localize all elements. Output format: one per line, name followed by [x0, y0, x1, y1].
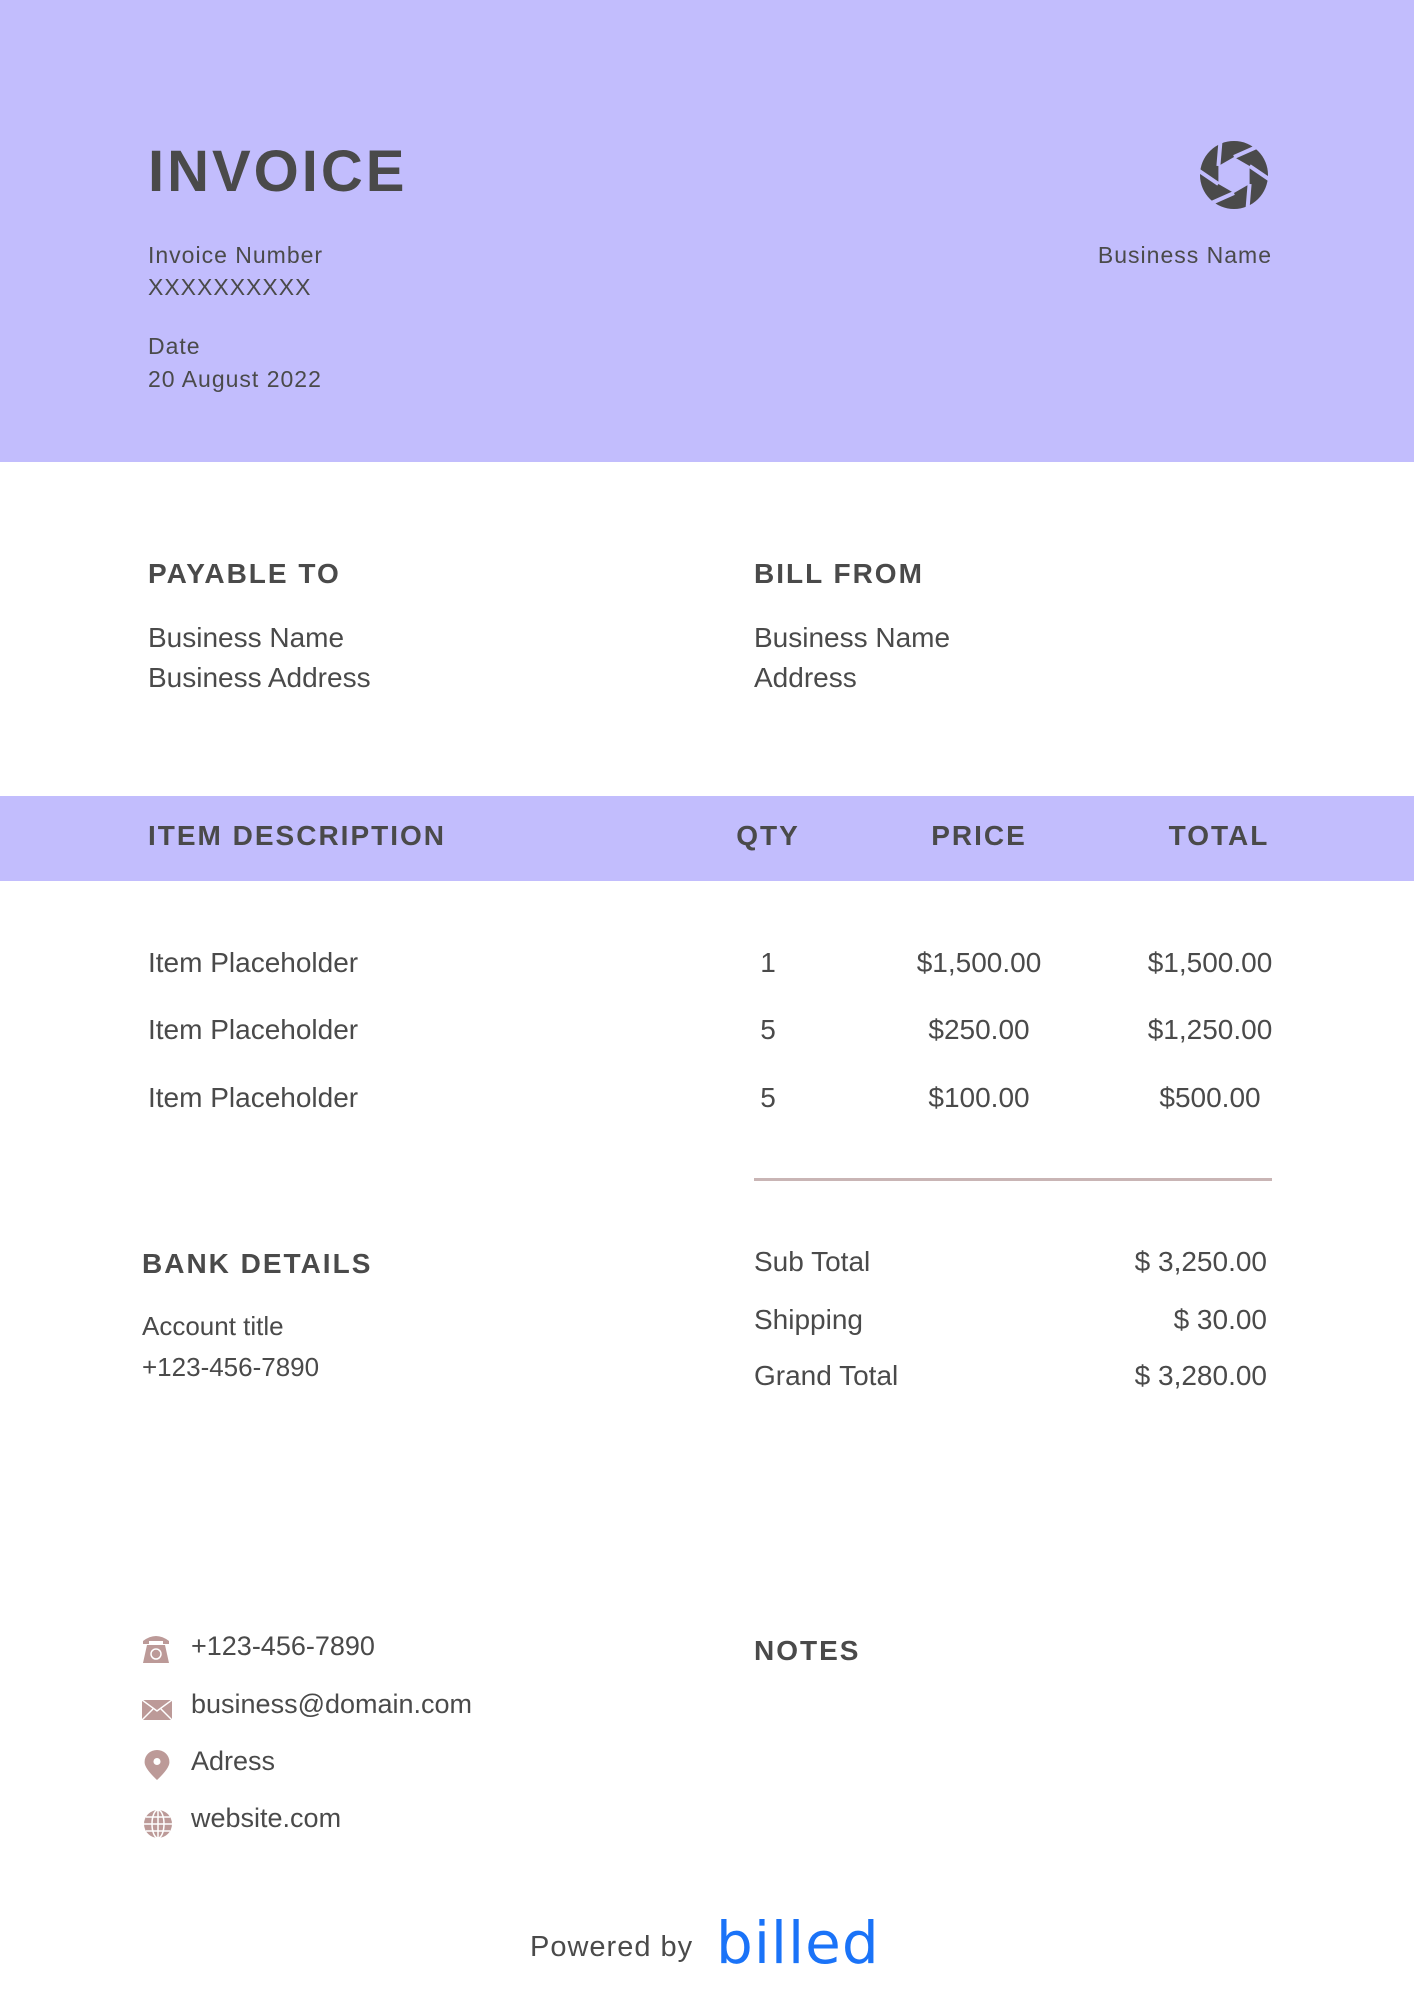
column-header-price: PRICE	[931, 820, 1027, 851]
powered-by-label: Powered by	[530, 1931, 694, 1963]
column-header-total: TOTAL	[1168, 820, 1270, 851]
item-price: $250.00	[928, 1014, 1030, 1045]
billed-logo[interactable]: billed	[716, 1909, 880, 1977]
item-qty: 5	[760, 1082, 776, 1113]
item-qty: 5	[760, 1014, 776, 1045]
totals-divider	[754, 1178, 1272, 1181]
business-name: Business Name	[1097, 242, 1272, 268]
invoice-number: XXXXXXXXXX	[148, 274, 312, 300]
invoice-title: INVOICE	[148, 139, 408, 204]
invoice-date: 20 August 2022	[148, 366, 322, 392]
bank-phone: +123-456-7890	[142, 1352, 320, 1382]
item-description: Item Placeholder	[148, 947, 359, 978]
contact-address: Adress	[191, 1746, 276, 1776]
bank-account-title: Account title	[142, 1311, 284, 1341]
payable-to-address: Business Address	[148, 662, 371, 693]
subtotal-value: $ 3,250.00	[1134, 1246, 1267, 1277]
payable-to-heading: PAYABLE TO	[148, 558, 341, 589]
envelope-icon	[142, 1699, 172, 1721]
subtotal-label: Sub Total	[754, 1246, 871, 1277]
contact-email: business@domain.com	[191, 1689, 473, 1719]
map-pin-icon	[144, 1750, 170, 1780]
payable-to-name: Business Name	[148, 622, 345, 653]
item-description: Item Placeholder	[148, 1082, 359, 1113]
contact-website: website.com	[191, 1803, 342, 1833]
grand-total-label: Grand Total	[754, 1360, 899, 1391]
contact-phone: +123-456-7890	[191, 1631, 375, 1661]
bill-from-address: Address	[754, 662, 857, 693]
camera-aperture-icon	[1199, 140, 1269, 210]
phone-icon	[143, 1636, 169, 1663]
item-price: $100.00	[928, 1082, 1030, 1113]
item-qty: 1	[760, 947, 776, 978]
shipping-value: $ 30.00	[1173, 1304, 1267, 1335]
grand-total-value: $ 3,280.00	[1134, 1360, 1267, 1391]
invoice-header	[0, 0, 1414, 462]
invoice-number-label: Invoice Number	[148, 242, 324, 268]
shipping-label: Shipping	[754, 1304, 863, 1335]
item-price: $1,500.00	[916, 947, 1042, 978]
bill-from-name: Business Name	[754, 622, 951, 653]
notes-heading: NOTES	[754, 1635, 861, 1666]
bank-details-heading: BANK DETAILS	[142, 1248, 373, 1279]
column-header-qty: QTY	[736, 820, 800, 851]
table-header	[0, 796, 1414, 881]
item-total: $1,500.00	[1147, 947, 1273, 978]
bill-from-heading: BILL FROM	[754, 558, 924, 589]
date-label: Date	[148, 333, 201, 359]
item-description: Item Placeholder	[148, 1014, 359, 1045]
item-total: $500.00	[1159, 1082, 1261, 1113]
item-total: $1,250.00	[1147, 1014, 1273, 1045]
column-header-description: ITEM DESCRIPTION	[148, 820, 447, 851]
globe-icon	[144, 1809, 172, 1839]
